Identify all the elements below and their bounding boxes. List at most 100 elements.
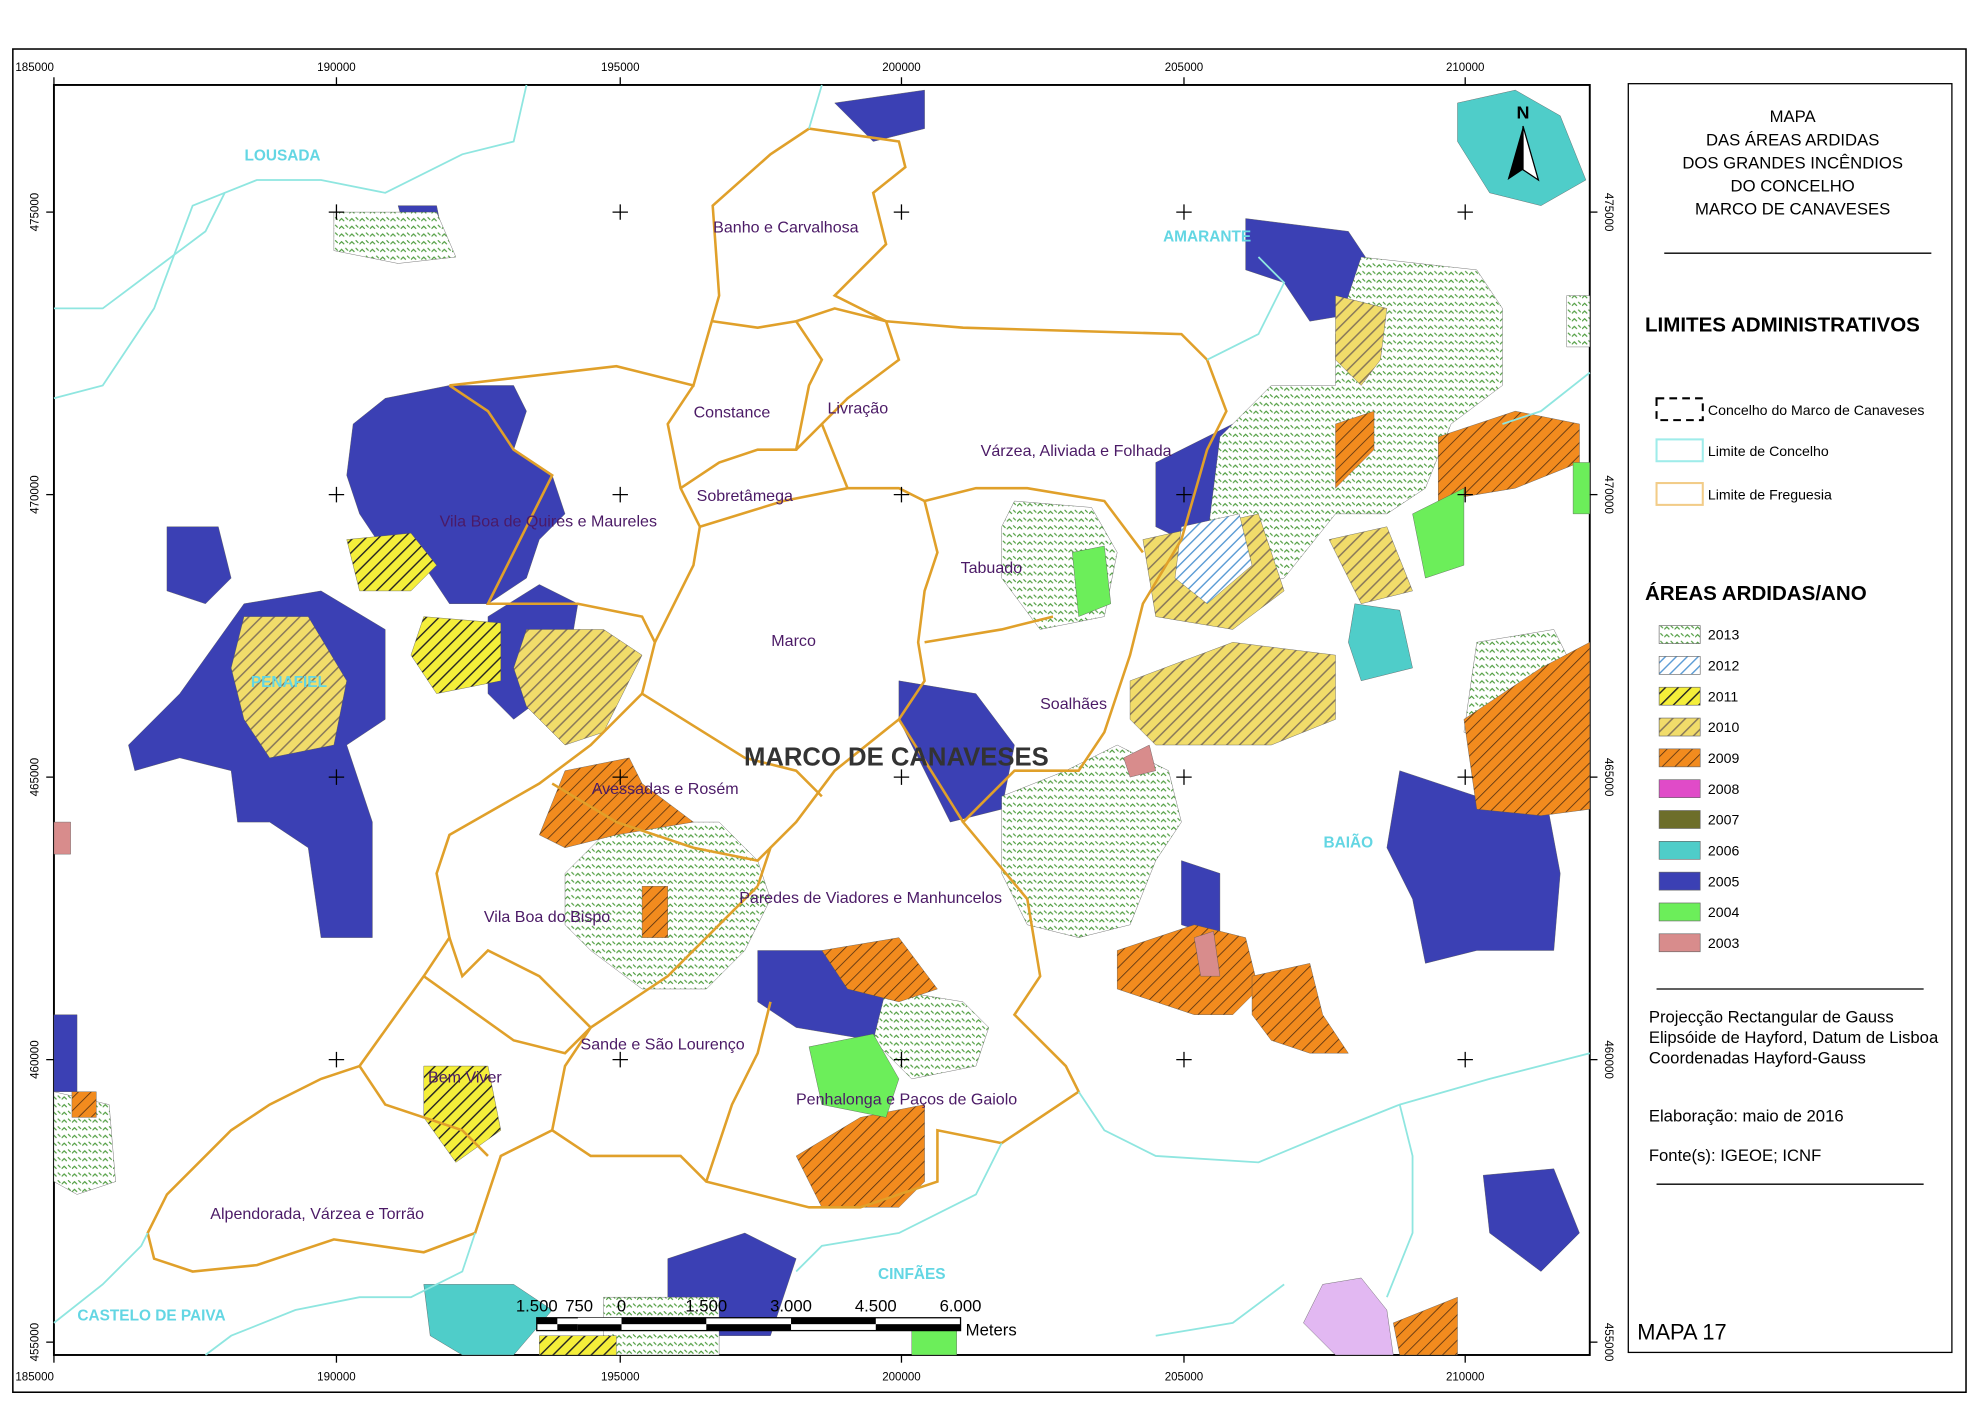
burned-area bbox=[834, 89, 925, 142]
burned-area bbox=[1328, 526, 1413, 604]
y-coordinate-label: 455000 bbox=[30, 1323, 42, 1362]
freguesia-label: Vila Boa do Bispo bbox=[484, 908, 610, 926]
freguesia-label: Marco bbox=[771, 632, 816, 650]
x-coordinate-label: 190000 bbox=[317, 62, 356, 74]
x-coordinate-label: 195000 bbox=[601, 62, 640, 74]
grid-cross bbox=[1457, 204, 1473, 220]
y-coordinate-label: 465000 bbox=[1602, 758, 1614, 797]
legend-swatch bbox=[1655, 438, 1704, 463]
concelho-boundary bbox=[1077, 1052, 1590, 1164]
scale-label: 6.000 bbox=[940, 1296, 982, 1315]
freguesia-boundary bbox=[550, 1026, 592, 1131]
y-coordinate-label: 460000 bbox=[30, 1040, 42, 1079]
burned-area bbox=[539, 1335, 617, 1356]
concelho-label: PENAFIEL bbox=[251, 674, 327, 691]
legend-heading: LIMITES ADMINISTRATIVOS bbox=[1645, 314, 1920, 337]
legend-label: Limite de Concelho bbox=[1708, 443, 1829, 459]
freguesia-boundary bbox=[358, 1065, 489, 1157]
burned-area bbox=[333, 211, 457, 264]
burned-area bbox=[1303, 1277, 1394, 1356]
freguesia-boundary bbox=[448, 937, 592, 1029]
burned-area bbox=[1412, 487, 1465, 579]
concelho-boundary bbox=[204, 1232, 476, 1356]
burned-area bbox=[539, 757, 694, 848]
legend-label: 2012 bbox=[1708, 658, 1740, 674]
burned-area bbox=[346, 532, 437, 592]
x-coordinate-label: 185000 bbox=[15, 62, 54, 74]
freguesia-boundary bbox=[924, 615, 1054, 644]
freguesia-label: Bem Viver bbox=[428, 1069, 502, 1087]
x-coordinate-label: 185000 bbox=[15, 1372, 54, 1384]
legend-swatch bbox=[1658, 902, 1701, 922]
burned-area bbox=[1566, 295, 1590, 348]
burned-area bbox=[1072, 545, 1111, 617]
legend-swatch bbox=[1655, 397, 1704, 422]
legend-title: DOS GRANDES INCÊNDIOS bbox=[1682, 153, 1903, 172]
concelho-boundary bbox=[53, 1232, 149, 1324]
freguesia-boundary bbox=[653, 384, 702, 643]
x-coordinate-label: 200000 bbox=[882, 1372, 921, 1384]
burned-area bbox=[1348, 603, 1413, 682]
burned-area bbox=[230, 616, 347, 759]
grid-cross bbox=[893, 204, 910, 220]
burned-area bbox=[808, 1033, 900, 1118]
coordinate-ticks: 185000 185000 190000 190000 195000 195000 2000… bbox=[15, 62, 1614, 1384]
grid-cross bbox=[1176, 486, 1192, 503]
freguesia-label: Sobretâmega bbox=[697, 487, 793, 505]
grid-cross bbox=[328, 204, 345, 220]
grid-cross bbox=[1176, 1051, 1192, 1068]
legend-label: 2005 bbox=[1708, 873, 1740, 889]
freguesia-boundary bbox=[705, 1001, 772, 1183]
burned-area bbox=[71, 1091, 97, 1118]
scale-label: 750 bbox=[565, 1296, 593, 1315]
freguesia-boundary bbox=[820, 423, 849, 489]
grid-cross bbox=[893, 486, 910, 503]
x-coordinate-label: 200000 bbox=[882, 62, 921, 74]
legend-title: DO CONCELHO bbox=[1731, 177, 1855, 196]
y-coordinate-label: 460000 bbox=[1602, 1040, 1614, 1079]
x-coordinate-label: 195000 bbox=[601, 1372, 640, 1384]
legend-swatch bbox=[1658, 686, 1701, 706]
burned-area bbox=[1181, 860, 1221, 938]
y-coordinate-label: 475000 bbox=[30, 193, 42, 232]
y-coordinate-label: 470000 bbox=[30, 475, 42, 514]
scale-label: 4.500 bbox=[855, 1296, 897, 1315]
grid-cross bbox=[612, 1051, 628, 1068]
freguesia-boundary bbox=[756, 500, 939, 887]
freguesia-label: Vila Boa de Quires e Maureles bbox=[440, 513, 657, 531]
concelho-label: CASTELO DE PAIVA bbox=[77, 1307, 225, 1324]
grid-cross bbox=[328, 1051, 345, 1068]
legend-swatch bbox=[1658, 625, 1701, 644]
projection-line: Projecção Rectangular de Gauss bbox=[1649, 1007, 1894, 1026]
y-coordinate-label: 465000 bbox=[30, 758, 42, 797]
freguesia-boundary bbox=[641, 692, 823, 798]
legend-label: 2008 bbox=[1708, 781, 1740, 797]
x-coordinate-label: 210000 bbox=[1446, 62, 1485, 74]
y-coordinate-label: 470000 bbox=[1602, 475, 1614, 514]
legend: MAPA DAS ÁREAS ARDIDAS DOS GRANDES INCÊN… bbox=[1637, 107, 1939, 1344]
freguesia-label: Constance bbox=[694, 404, 771, 422]
freguesia-boundary bbox=[448, 384, 657, 643]
legend-label: 2011 bbox=[1708, 688, 1738, 704]
burned-area bbox=[410, 616, 502, 694]
concelho-label: CINFÃES bbox=[878, 1265, 946, 1283]
burned-area bbox=[423, 1284, 553, 1356]
projection-line: Coordenadas Hayford-Gauss bbox=[1649, 1048, 1866, 1067]
x-coordinate-label: 210000 bbox=[1446, 1372, 1485, 1384]
concelho-boundary bbox=[53, 84, 528, 310]
freguesia-label: Avessadas e Rosém bbox=[592, 780, 739, 798]
grid-cross bbox=[893, 1051, 910, 1068]
freguesia-boundary bbox=[551, 782, 772, 862]
burned-area bbox=[1174, 513, 1253, 605]
legend-swatch bbox=[1658, 841, 1701, 860]
map-number: MAPA 17 bbox=[1637, 1320, 1726, 1345]
legend-label: 2009 bbox=[1708, 750, 1740, 766]
x-coordinate-label: 205000 bbox=[1165, 62, 1204, 74]
freguesia-label: Várzea, Aliviada e Folhada bbox=[981, 442, 1172, 460]
burned-area bbox=[1251, 963, 1349, 1054]
grid-cross bbox=[1176, 204, 1192, 220]
freguesia-label: Sande e São Lourenço bbox=[581, 1035, 745, 1053]
burned-area bbox=[53, 1014, 78, 1092]
burned-area bbox=[1117, 924, 1259, 1015]
x-coordinate-label: 190000 bbox=[317, 1372, 356, 1384]
